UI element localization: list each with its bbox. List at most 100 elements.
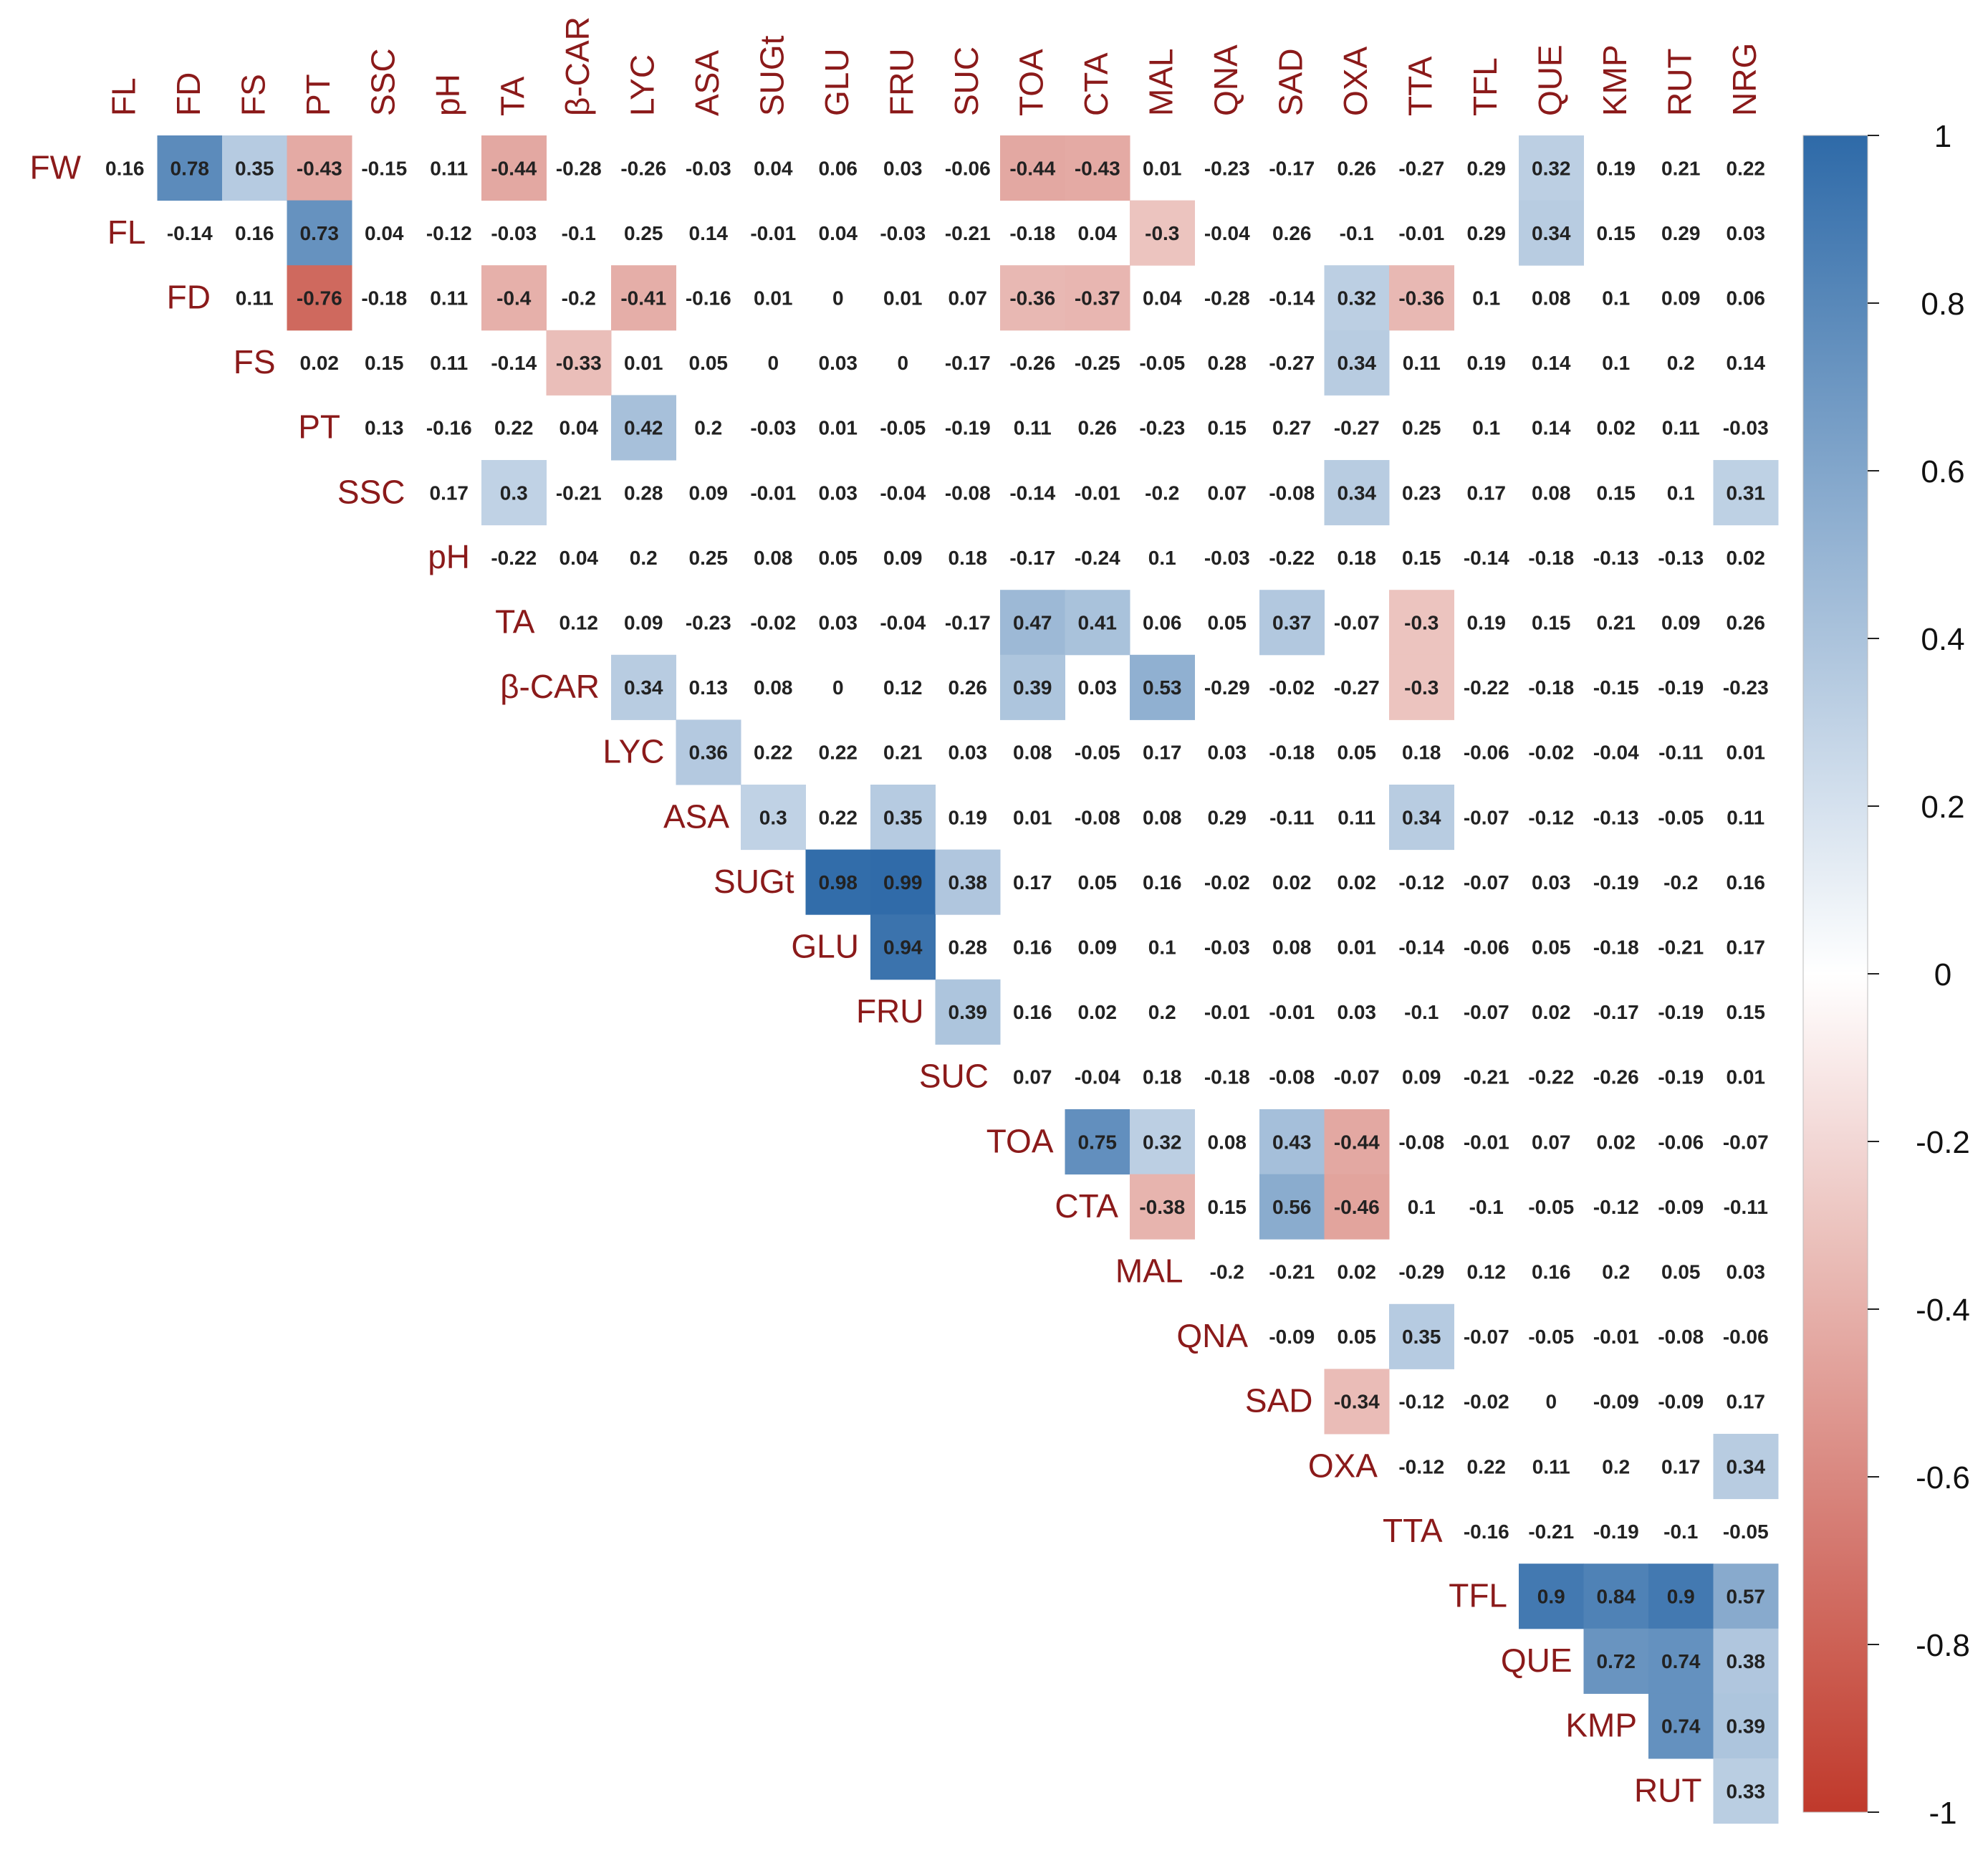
cell-value: 0.15 [1597,482,1636,504]
legend-tick-label: -0.6 [1916,1460,1970,1495]
cell-value: -0.01 [1398,222,1444,244]
heatmap-cell [1259,1109,1325,1175]
row-label: QNA [1176,1317,1248,1354]
heatmap-cell [1583,1564,1649,1629]
cell-value: 0.17 [430,482,469,504]
cell-value: -0.12 [1398,1455,1444,1478]
cell-value: 0.16 [1727,871,1766,894]
cell-value: -0.36 [1009,287,1055,310]
cell-value: -0.22 [491,547,537,569]
cell-value: 0.08 [1208,1131,1247,1153]
row-label: KMP [1565,1707,1637,1744]
cell-value: -0.21 [1528,1521,1574,1543]
cell-value: 0.01 [1338,937,1377,959]
row-label: SUC [919,1058,989,1095]
cell-value: -0.03 [491,222,537,244]
heatmap-cell [481,265,547,331]
cell-value: -0.06 [1464,742,1509,764]
cell-value: 0.3 [759,806,787,828]
legend-tick-label: 1 [1934,119,1951,154]
row-label: FRU [856,992,924,1030]
cell-value: 0.12 [1467,1261,1507,1283]
cell-value: 0.22 [1727,157,1766,179]
cell-value: -0.28 [556,157,602,179]
cell-value: -0.03 [1204,547,1250,569]
row-label: FS [234,343,276,380]
col-label: CTA [1077,52,1115,116]
col-label: FD [170,72,207,116]
cell-value: -0.37 [1075,287,1120,310]
heatmap-cell [1065,265,1130,331]
cell-value: -0.26 [620,157,666,179]
cell-value: 0.17 [1727,1391,1766,1413]
cell-value: 0.29 [1661,222,1701,244]
cell-value: -0.05 [1658,806,1704,828]
cell-value: 0.15 [1402,547,1441,569]
cell-value: -0.14 [1269,287,1315,310]
cell-value: 0.3 [500,482,528,504]
cell-value: -0.08 [1269,482,1315,504]
cell-value: 0.14 [1532,352,1571,374]
cell-value: -0.03 [750,417,796,439]
cell-value: -0.12 [1398,1391,1444,1413]
cell-value: 0.16 [1013,937,1052,959]
cell-value: 0.1 [1602,352,1630,374]
legend-tick-label: -0.4 [1916,1293,1970,1328]
cell-value: 0.14 [689,222,729,244]
cell-value: -0.23 [686,612,731,634]
cell-value: 0.13 [365,417,404,439]
heatmap-cell [1713,1693,1779,1759]
cell-value: -0.29 [1204,676,1250,699]
heatmap-cell [1389,785,1454,851]
cell-value: -0.01 [750,482,796,504]
cell-value: -0.17 [1593,1001,1639,1023]
row-label: SSC [337,473,405,510]
legend-tick-label: 0.2 [1921,790,1964,825]
cell-value: 0.15 [1597,222,1636,244]
cell-value: -0.05 [1075,742,1120,764]
cell-value: 0.2 [1148,1001,1176,1023]
heatmap-cell [1259,1174,1325,1240]
heatmap-cell [1389,654,1454,720]
cell-value: -0.07 [1464,806,1509,828]
cell-value: -0.19 [1658,676,1704,699]
cell-value: 0.03 [883,157,923,179]
cell-value: -0.08 [1658,1326,1704,1348]
col-label: GLU [818,48,855,116]
cell-value: 0.22 [1467,1455,1507,1478]
heatmap-cell [1065,590,1130,656]
cell-value: 0.2 [1667,352,1695,374]
cell-value: 0.03 [1338,1001,1377,1023]
cell-value: -0.18 [1593,937,1639,959]
row-label: TFL [1449,1577,1507,1614]
cell-value: 0.09 [883,547,923,569]
cell-value: 0.32 [1338,287,1377,310]
cell-value: 0.29 [1467,222,1507,244]
cell-value: 0.2 [1602,1261,1630,1283]
cell-value: 0.16 [105,157,145,179]
cell-value: 0.39 [949,1001,988,1023]
cell-value: 0.31 [1727,482,1766,504]
legend-tick-label: 0.6 [1921,454,1964,489]
cell-value: -0.18 [1269,742,1315,764]
cell-value: 0.11 [430,157,468,179]
cell-value: -0.04 [880,612,926,634]
heatmap-cell [287,265,352,331]
cell-value: -0.11 [1269,806,1314,828]
cell-value: 0.39 [1727,1715,1766,1738]
cell-value: 0.02 [1532,1001,1571,1023]
cell-value: 0.19 [1597,157,1636,179]
heatmap-cell [1324,460,1390,526]
heatmap-cell [870,849,936,915]
cell-value: 0.28 [1208,352,1247,374]
cell-value: 0.23 [1402,482,1441,504]
row-label: TTA [1383,1512,1443,1549]
cell-value: -0.14 [1009,482,1055,504]
cell-value: -0.05 [1723,1521,1769,1543]
cell-value: -0.2 [1210,1261,1244,1283]
cell-value: 0.99 [883,871,923,894]
cell-value: 0.01 [819,417,858,439]
cell-value: 0.04 [560,547,599,569]
cell-value: 0.18 [1338,547,1377,569]
cell-value: 0.33 [1727,1780,1766,1802]
